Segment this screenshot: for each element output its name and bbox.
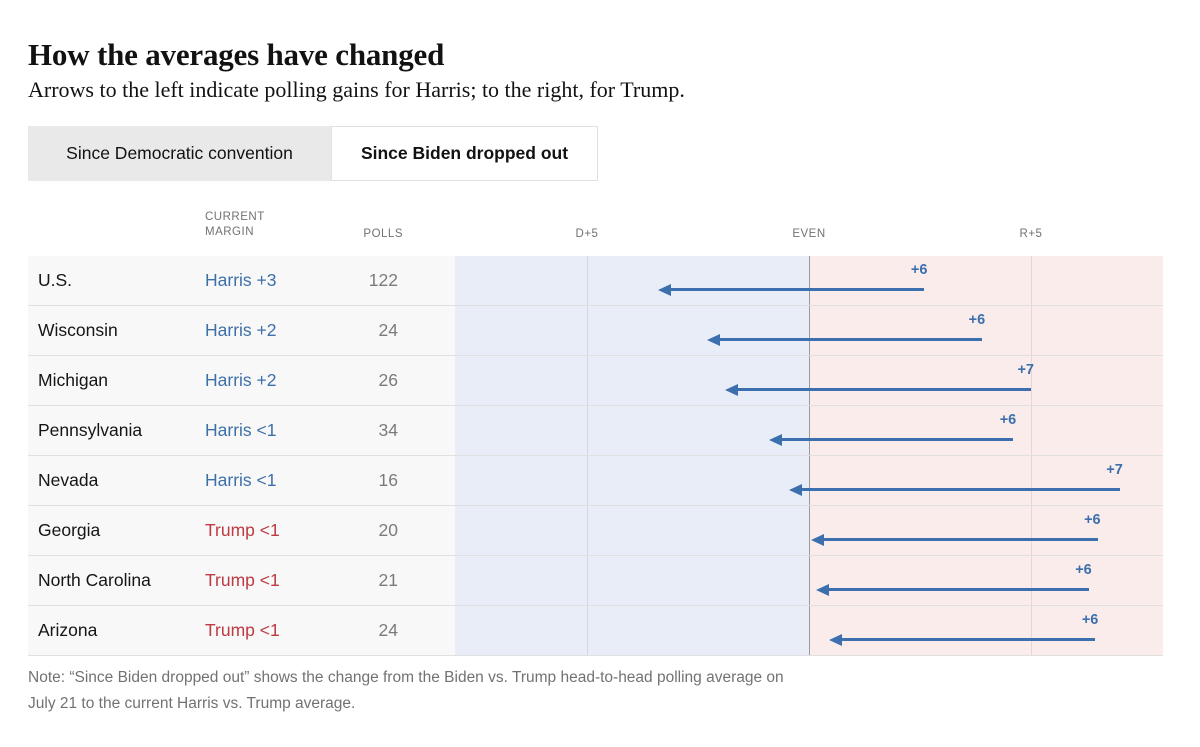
row-background-zone <box>28 256 455 656</box>
state-label: Wisconsin <box>38 320 118 340</box>
arrowhead-left-icon <box>706 334 720 346</box>
change-arrow <box>815 584 1089 596</box>
table-row: Pennsylvania Harris <1 34 +6 <box>28 406 1163 456</box>
arrowhead-left-icon <box>811 534 825 546</box>
change-label: +6 <box>1081 612 1099 628</box>
tab-since-biden-dropped-out[interactable]: Since Biden dropped out <box>331 126 598 181</box>
change-label: +6 <box>910 262 928 278</box>
change-arrow <box>769 434 1014 446</box>
gridline-r5 <box>1031 256 1032 656</box>
polls-count: 16 <box>378 470 398 490</box>
arrowhead-left-icon <box>769 434 783 446</box>
current-margin-value: Trump <1 <box>205 620 280 640</box>
column-header-polls: POLLS <box>363 228 403 240</box>
current-margin-value: Harris +3 <box>205 270 277 290</box>
change-label: +6 <box>999 412 1017 428</box>
arrowhead-left-icon <box>789 484 803 496</box>
current-margin-value: Trump <1 <box>205 520 280 540</box>
arrow-shaft <box>826 588 1089 591</box>
table-row: Michigan Harris +2 26 +7 <box>28 356 1163 406</box>
arrow-shaft <box>735 388 1031 391</box>
chart-subtitle: Arrows to the left indicate polling gain… <box>28 77 685 102</box>
arrow-shaft <box>822 538 1098 541</box>
polls-count: 24 <box>378 620 398 640</box>
polls-count: 21 <box>378 570 398 590</box>
polls-count: 26 <box>378 370 398 390</box>
state-label: North Carolina <box>38 570 151 590</box>
change-label: +6 <box>1084 512 1101 528</box>
state-label: Michigan <box>38 370 109 390</box>
state-label: U.S. <box>38 270 73 290</box>
state-label: Pennsylvania <box>38 420 143 440</box>
tab-since-democratic-convention[interactable]: Since Democratic convention <box>28 126 331 181</box>
table-row: Nevada Harris <1 16 +7 <box>28 456 1163 506</box>
arrow-shaft <box>800 488 1120 491</box>
arrowhead-left-icon <box>724 384 738 396</box>
arrow-shaft <box>839 638 1096 641</box>
arrow-shaft <box>780 438 1014 441</box>
tab-group: Since Democratic convention Since Biden … <box>28 126 598 181</box>
change-arrow <box>828 634 1096 646</box>
change-arrow <box>724 384 1031 396</box>
table-rows: U.S. Harris +3 122 +6 Wisconsin Harris +… <box>28 256 1163 656</box>
current-margin-value: Trump <1 <box>205 570 280 590</box>
arrowhead-left-icon <box>815 584 829 596</box>
current-margin-value: Harris +2 <box>205 320 277 340</box>
arrowhead-left-icon <box>658 284 672 296</box>
table-row: Georgia Trump <1 20 +6 <box>28 506 1163 556</box>
axis-label-even: EVEN <box>792 228 826 240</box>
change-label: +7 <box>1106 462 1123 478</box>
axis-label-r5: R+5 <box>1019 228 1043 240</box>
democratic-lead-zone <box>455 256 809 656</box>
table-row: North Carolina Trump <1 21 +6 <box>28 556 1163 606</box>
polls-count: 24 <box>378 320 398 340</box>
change-arrow <box>658 284 925 296</box>
state-label: Arizona <box>38 620 98 640</box>
gridline-even <box>809 256 810 656</box>
change-label: +6 <box>1075 562 1092 578</box>
change-arrow <box>811 534 1098 546</box>
page-title: How the averages have changed <box>28 36 445 72</box>
current-margin-value: Harris +2 <box>205 370 277 390</box>
polls-count: 34 <box>378 420 398 440</box>
gridline-d5 <box>587 256 588 656</box>
polls-count: 122 <box>368 270 398 290</box>
polls-count: 20 <box>378 520 398 540</box>
table-row: Wisconsin Harris +2 24 +6 <box>28 306 1163 356</box>
change-label: +6 <box>968 312 986 328</box>
change-label: +7 <box>1017 362 1034 378</box>
arrow-shaft <box>669 288 925 291</box>
table-row: U.S. Harris +3 122 +6 <box>28 256 1163 306</box>
arrowhead-left-icon <box>828 634 842 646</box>
current-margin-value: Harris <1 <box>205 420 277 440</box>
column-header-current-margin: CURRENT MARGIN <box>205 211 265 238</box>
arrow-shaft <box>717 338 983 341</box>
polling-table: U.S. Harris +3 122 +6 Wisconsin Harris +… <box>28 256 1163 656</box>
footnote: Note: “Since Biden dropped out” shows th… <box>28 669 784 712</box>
change-arrow <box>706 334 983 346</box>
axis-label-d5: D+5 <box>575 228 599 240</box>
state-label: Georgia <box>38 520 101 540</box>
state-label: Nevada <box>38 470 99 490</box>
change-arrow <box>789 484 1120 496</box>
current-margin-value: Harris <1 <box>205 470 277 490</box>
table-row: Arizona Trump <1 24 +6 <box>28 606 1163 656</box>
